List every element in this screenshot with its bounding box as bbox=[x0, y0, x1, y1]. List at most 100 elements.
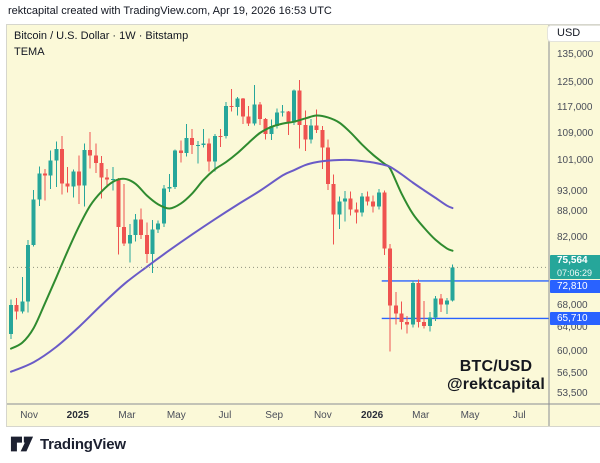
candle[interactable] bbox=[365, 196, 370, 202]
candle[interactable] bbox=[235, 98, 240, 108]
candle[interactable] bbox=[150, 229, 155, 254]
candle[interactable] bbox=[439, 298, 444, 305]
candle[interactable] bbox=[269, 126, 274, 135]
month-label: Mar bbox=[412, 410, 430, 421]
candle[interactable] bbox=[99, 162, 104, 178]
candle[interactable] bbox=[325, 147, 330, 184]
candle[interactable] bbox=[161, 188, 166, 224]
candle[interactable] bbox=[207, 143, 212, 162]
candle[interactable] bbox=[405, 321, 410, 325]
candle[interactable] bbox=[139, 219, 144, 235]
candle[interactable] bbox=[241, 98, 246, 117]
candle[interactable] bbox=[399, 313, 404, 322]
tradingview-logo-icon[interactable] bbox=[10, 435, 34, 453]
candle-wick bbox=[344, 190, 346, 222]
candle[interactable] bbox=[122, 227, 127, 244]
candle[interactable] bbox=[59, 148, 64, 184]
candle[interactable] bbox=[416, 283, 421, 322]
candle[interactable] bbox=[314, 125, 319, 130]
candle[interactable] bbox=[444, 300, 449, 305]
candle[interactable] bbox=[354, 209, 359, 213]
candle[interactable] bbox=[25, 244, 30, 302]
candle[interactable] bbox=[308, 125, 313, 140]
candle[interactable] bbox=[218, 135, 223, 137]
candle[interactable] bbox=[388, 248, 393, 306]
candle[interactable] bbox=[280, 111, 285, 113]
currency-button[interactable]: USD bbox=[548, 26, 600, 41]
candle[interactable] bbox=[263, 118, 268, 135]
month-label: May bbox=[461, 410, 480, 421]
candle[interactable] bbox=[93, 155, 98, 163]
time-axis-labels[interactable]: Nov 2025 Mar May Jul Sep Nov 2026 Mar May Jul bbox=[20, 410, 525, 421]
candle[interactable] bbox=[31, 199, 36, 245]
indicator-label[interactable]: TEMA bbox=[14, 46, 45, 58]
candle[interactable] bbox=[42, 173, 47, 176]
candle[interactable] bbox=[133, 219, 138, 235]
candle[interactable] bbox=[14, 304, 19, 312]
candle[interactable] bbox=[410, 283, 415, 325]
candle[interactable] bbox=[382, 192, 387, 249]
price-tick-label: 64,000 bbox=[557, 322, 588, 333]
candle[interactable] bbox=[450, 267, 455, 301]
candle[interactable] bbox=[422, 321, 427, 326]
candle[interactable] bbox=[20, 301, 25, 312]
candle[interactable] bbox=[433, 298, 438, 318]
candle[interactable] bbox=[258, 104, 263, 119]
candle[interactable] bbox=[71, 171, 76, 187]
candle[interactable] bbox=[190, 137, 195, 146]
candle[interactable] bbox=[348, 198, 353, 210]
candle[interactable] bbox=[212, 135, 217, 162]
candle[interactable] bbox=[116, 178, 121, 228]
candle[interactable] bbox=[303, 124, 308, 140]
candle[interactable] bbox=[337, 201, 342, 215]
candle[interactable] bbox=[252, 104, 257, 124]
candle[interactable] bbox=[195, 144, 200, 146]
candle[interactable] bbox=[342, 198, 347, 202]
candle[interactable] bbox=[292, 90, 296, 123]
tradingview-brand[interactable]: TradingView bbox=[40, 435, 126, 453]
candle-wick bbox=[44, 169, 46, 201]
candle[interactable] bbox=[320, 129, 325, 148]
level-price-label: 65,710 bbox=[550, 312, 600, 325]
candle[interactable] bbox=[82, 149, 87, 186]
symbol-title[interactable]: Bitcoin / U.S. Dollar · 1W · Bitstamp bbox=[14, 30, 189, 42]
candle[interactable] bbox=[48, 160, 53, 176]
month-label: May bbox=[167, 410, 186, 421]
candle[interactable] bbox=[184, 137, 189, 153]
candle[interactable] bbox=[156, 223, 161, 230]
candle[interactable] bbox=[167, 186, 172, 189]
candle[interactable] bbox=[393, 305, 398, 314]
candle[interactable] bbox=[359, 196, 364, 213]
candle[interactable] bbox=[105, 177, 110, 180]
candle[interactable] bbox=[127, 234, 132, 244]
footer: TradingView bbox=[10, 433, 126, 455]
candle[interactable] bbox=[37, 173, 42, 200]
candle[interactable] bbox=[224, 106, 229, 137]
candle[interactable] bbox=[246, 116, 251, 124]
price-plot[interactable]: Nov 2025 Mar May Jul Sep Nov 2026 Mar May Jul bbox=[7, 25, 600, 426]
candle[interactable] bbox=[65, 183, 70, 187]
candle[interactable] bbox=[110, 178, 115, 180]
candle[interactable] bbox=[275, 112, 280, 127]
candle[interactable] bbox=[144, 234, 149, 254]
candle[interactable] bbox=[427, 317, 432, 326]
candle[interactable] bbox=[331, 183, 336, 215]
candle[interactable] bbox=[54, 148, 59, 161]
attribution-text: rektcapital created with TradingView.com… bbox=[8, 5, 332, 17]
tema-slow-line[interactable] bbox=[10, 158, 454, 373]
candle[interactable] bbox=[371, 201, 376, 207]
candle[interactable] bbox=[297, 90, 302, 125]
candle[interactable] bbox=[178, 150, 183, 153]
candle[interactable] bbox=[229, 106, 234, 108]
candle[interactable] bbox=[201, 143, 206, 145]
candle[interactable] bbox=[76, 171, 81, 186]
candle-wick bbox=[423, 301, 425, 329]
price-tick-label: 109,000 bbox=[557, 128, 594, 139]
candle-wick bbox=[219, 129, 221, 147]
candle[interactable] bbox=[286, 111, 291, 123]
candle[interactable] bbox=[376, 192, 381, 207]
candle[interactable] bbox=[9, 304, 13, 334]
candle[interactable] bbox=[88, 149, 93, 156]
candle[interactable] bbox=[173, 150, 178, 187]
chart-area[interactable]: Nov 2025 Mar May Jul Sep Nov 2026 Mar May Jul Bitc… bbox=[6, 24, 600, 427]
